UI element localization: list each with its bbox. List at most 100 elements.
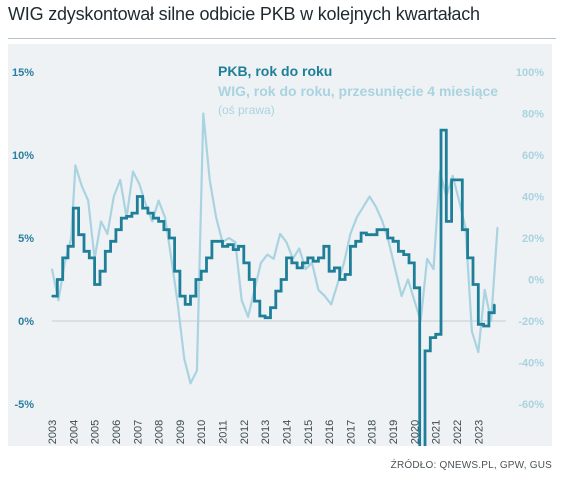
- data-point-wig: [119, 179, 121, 181]
- y-right-tick-label: 20%: [522, 233, 544, 245]
- series-wig: [50, 112, 499, 385]
- source-note: ŹRÓDŁO: QNEWS.PL, GPW, GUS: [390, 460, 552, 471]
- x-tick-label: 2023: [473, 420, 485, 444]
- data-point-pkb: [328, 270, 330, 272]
- data-point-wig: [164, 216, 166, 219]
- y-right-tick-label: 100%: [516, 67, 544, 79]
- data-point-pkb: [115, 228, 117, 231]
- data-point-wig: [471, 330, 473, 333]
- data-point-wig: [215, 216, 217, 219]
- data-point-pkb: [216, 240, 218, 243]
- data-point-pkb: [72, 207, 75, 209]
- data-point-pkb: [493, 303, 496, 306]
- data-point-wig: [400, 295, 403, 297]
- y-left-tick-label: 10%: [12, 150, 34, 162]
- legend-entry-wig: WIG, rok do roku, przesunięcie 4 miesiąc…: [218, 83, 498, 99]
- data-point-pkb: [301, 262, 304, 264]
- data-point-pkb: [152, 217, 154, 219]
- data-point-pkb: [125, 215, 128, 218]
- data-point-pkb: [269, 306, 272, 309]
- data-point-pkb: [354, 240, 357, 243]
- y-left-tick-label: -5%: [14, 399, 34, 411]
- data-point-pkb: [445, 220, 448, 223]
- data-point-pkb: [338, 278, 341, 281]
- data-point-pkb: [264, 316, 266, 319]
- data-point-pkb: [408, 262, 410, 264]
- data-point-pkb: [472, 283, 474, 286]
- data-point-pkb: [189, 295, 192, 297]
- data-point-wig: [356, 216, 358, 219]
- data-point-pkb: [147, 212, 149, 214]
- data-point-wig: [330, 303, 333, 306]
- y-right-tick-label: -40%: [518, 358, 544, 370]
- series-line-pkb: [52, 128, 496, 459]
- x-tick-label: 2005: [90, 420, 102, 444]
- data-point-wig: [394, 268, 397, 270]
- data-point-wig: [272, 258, 275, 260]
- y-right-tick-label: 40%: [522, 192, 544, 204]
- data-point-pkb: [344, 273, 346, 276]
- data-point-wig: [298, 247, 301, 250]
- data-point-wig: [260, 262, 262, 264]
- data-point-pkb: [285, 257, 288, 259]
- x-tick-label: 2003: [47, 420, 59, 444]
- data-point-pkb: [488, 311, 490, 314]
- data-point-wig: [138, 183, 141, 185]
- data-point-pkb: [83, 250, 85, 253]
- x-axis: 2003 2004 2005 2006 2007 2008 2009 2010 2011 2012…: [47, 420, 485, 444]
- data-point-wig: [189, 382, 192, 385]
- data-point-wig: [483, 289, 486, 291]
- data-point-pkb: [392, 240, 394, 243]
- data-point-pkb: [370, 233, 373, 236]
- data-point-wig: [132, 170, 134, 173]
- data-point-pkb: [157, 220, 160, 223]
- data-point-wig: [285, 241, 288, 243]
- y-right-tick-label: -20%: [518, 316, 544, 328]
- data-point-pkb: [296, 267, 298, 269]
- data-point-pkb: [429, 336, 432, 339]
- data-point-pkb: [227, 243, 229, 246]
- data-point-pkb: [184, 303, 186, 306]
- x-tick-label: 2013: [260, 420, 272, 444]
- data-point-pkb: [243, 262, 245, 264]
- data-point-pkb: [131, 212, 133, 214]
- data-point-wig: [490, 320, 492, 322]
- data-point-pkb: [312, 260, 314, 262]
- x-tick-label: 2019: [388, 420, 400, 444]
- data-point-wig: [432, 268, 435, 270]
- data-point-pkb: [450, 179, 453, 181]
- data-point-pkb: [424, 350, 426, 352]
- y-right-tick-label: -60%: [518, 399, 544, 411]
- data-point-pkb: [248, 278, 250, 281]
- data-point-wig: [407, 278, 409, 281]
- data-point-pkb: [397, 250, 400, 253]
- x-tick-label: 2011: [218, 420, 230, 444]
- data-point-pkb: [109, 240, 112, 243]
- data-point-pkb: [77, 233, 80, 236]
- data-point-pkb: [141, 207, 144, 209]
- data-point-pkb: [477, 323, 480, 326]
- data-point-pkb: [88, 257, 91, 259]
- data-point-wig: [208, 179, 211, 181]
- data-point-wig: [87, 199, 89, 202]
- legend-entry-axis-note: (oś prawa): [218, 103, 275, 117]
- data-point-wig: [100, 220, 102, 223]
- series-pkb: [51, 128, 496, 459]
- data-point-pkb: [93, 283, 96, 286]
- data-point-wig: [51, 268, 53, 270]
- data-point-wig: [157, 199, 160, 202]
- data-point-wig: [228, 237, 230, 239]
- data-point-wig: [458, 199, 460, 202]
- data-point-wig: [349, 233, 352, 235]
- data-point-wig: [170, 258, 173, 260]
- data-point-pkb: [402, 253, 405, 256]
- data-point-pkb: [333, 267, 336, 269]
- data-point-wig: [381, 220, 384, 223]
- data-point-wig: [202, 112, 205, 115]
- data-point-pkb: [386, 237, 389, 239]
- data-point-wig: [426, 258, 428, 260]
- data-point-wig: [368, 195, 371, 198]
- data-point-pkb: [253, 300, 256, 302]
- data-point-wig: [247, 316, 249, 318]
- data-point-wig: [496, 226, 499, 229]
